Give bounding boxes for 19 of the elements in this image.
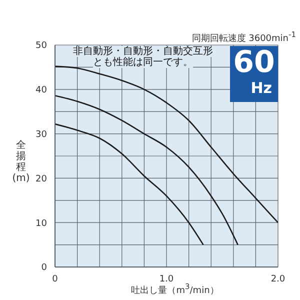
y-axis-title: 全揚程(m) — [11, 140, 31, 184]
y-tick-label: 50 — [36, 41, 48, 52]
line-series — [55, 123, 204, 246]
chart-title: 同期回転速度 3600min$^{-1}$ — [192, 30, 296, 45]
x-tick-label: 2.0 — [270, 274, 286, 284]
y-tick-label: 20 — [36, 174, 48, 184]
line-series — [55, 94, 239, 246]
annotation: とも性能は同一です。 — [93, 57, 193, 68]
x-axis-title: 吐出し量（m$^{3}$/min） — [131, 282, 219, 296]
annotation: Hz — [250, 79, 273, 97]
y-tick-label: 0 — [41, 263, 48, 274]
y-tick-label: 30 — [36, 130, 48, 140]
y-tick-label: 40 — [36, 86, 48, 96]
annotation: 非自動形・自動形・自動交互形 — [73, 46, 213, 57]
frequency-badge: 60 Hz — [230, 46, 278, 102]
annotation: 60 — [232, 45, 276, 80]
x-tick-label: 1.0 — [159, 274, 174, 284]
y-tick-label: 10 — [36, 218, 48, 229]
x-tick-label: 0 — [52, 274, 58, 284]
